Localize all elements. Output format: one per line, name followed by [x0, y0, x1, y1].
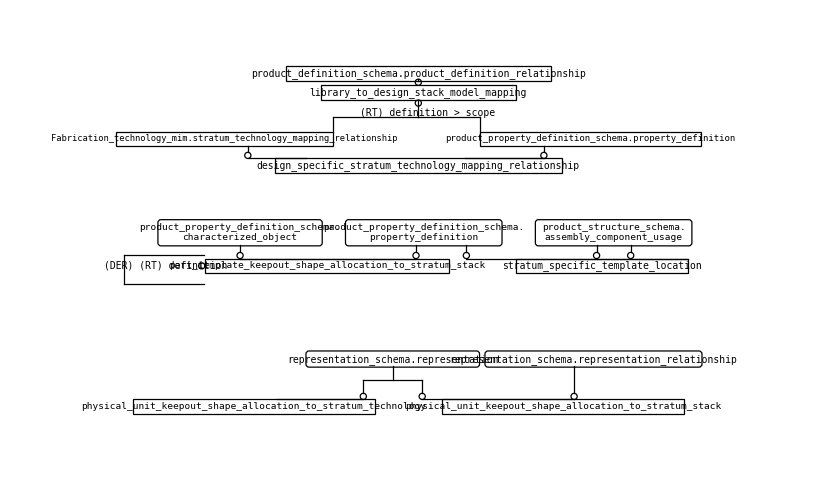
- Bar: [442, 399, 684, 414]
- Text: product_definition_schema.product_definition_relationship: product_definition_schema.product_defini…: [251, 68, 586, 79]
- Text: (DER) (RT) definition: (DER) (RT) definition: [105, 261, 228, 271]
- FancyBboxPatch shape: [346, 220, 502, 246]
- Bar: [205, 258, 449, 273]
- Text: stratum_specific_template_location: stratum_specific_template_location: [502, 260, 702, 271]
- FancyBboxPatch shape: [535, 220, 692, 246]
- Text: design_specific_stratum_technology_mapping_relationship: design_specific_stratum_technology_mappi…: [257, 160, 580, 171]
- Bar: [117, 131, 333, 146]
- Text: representation_schema.representation: representation_schema.representation: [287, 354, 498, 365]
- Text: product_property_definition_schema.
property_definition: product_property_definition_schema. prop…: [324, 223, 525, 243]
- Text: physical_unit_keepout_shape_allocation_to_stratum_stack: physical_unit_keepout_shape_allocation_t…: [405, 402, 721, 411]
- Bar: [321, 85, 516, 100]
- Text: product_structure_schema.
assembly_component_usage: product_structure_schema. assembly_compo…: [542, 223, 685, 243]
- Bar: [480, 131, 701, 146]
- Bar: [133, 399, 375, 414]
- Bar: [516, 258, 688, 273]
- Text: (RT) definition > scope: (RT) definition > scope: [360, 108, 495, 118]
- FancyBboxPatch shape: [485, 351, 702, 367]
- Text: library_to_design_stack_model_mapping: library_to_design_stack_model_mapping: [310, 87, 527, 98]
- Text: Fabrication_technology_mim.stratum_technology_mapping_relationship: Fabrication_technology_mim.stratum_techn…: [51, 134, 398, 143]
- Bar: [286, 65, 551, 81]
- Text: representation_schema.representation_relationship: representation_schema.representation_rel…: [449, 354, 738, 365]
- Text: product_property_definition_schema.
characterized_object: product_property_definition_schema. char…: [140, 223, 341, 243]
- Text: product_property_definition_schema.property_definition: product_property_definition_schema.prope…: [445, 134, 735, 143]
- Text: physical_unit_keepout_shape_allocation_to_stratum_technology: physical_unit_keepout_shape_allocation_t…: [82, 402, 426, 411]
- Bar: [275, 158, 562, 173]
- Text: part_template_keepout_shape_allocation_to_stratum_stack: part_template_keepout_shape_allocation_t…: [169, 261, 485, 270]
- FancyBboxPatch shape: [306, 351, 480, 367]
- FancyBboxPatch shape: [158, 220, 322, 246]
